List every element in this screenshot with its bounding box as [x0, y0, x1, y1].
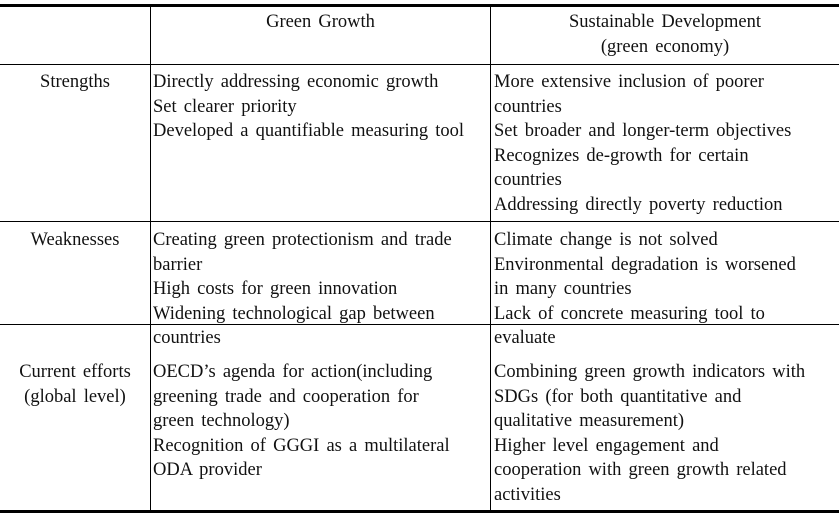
cell-line: Environmental degradation is worsened	[494, 254, 796, 275]
cell-line: qualitative measurement)	[494, 411, 684, 432]
cell-line: evaluate	[494, 328, 556, 349]
row-label-current-efforts: Current efforts (global level)	[0, 360, 150, 409]
row-divider	[0, 324, 839, 325]
cell-line: Directly addressing economic growth	[153, 72, 439, 92]
cell-line: Recognizes de-growth for certain	[494, 145, 749, 166]
row-label: Strengths	[40, 72, 110, 92]
cell-line: Recognition of GGGI as a multilateral	[153, 435, 450, 456]
table-bottom-border	[0, 510, 839, 513]
cell-line: cooperation with green growth related	[494, 460, 787, 481]
cell-line: SDGs (for both quantitative and	[494, 386, 742, 407]
strengths-green-growth: Directly addressing economic growth Set …	[153, 70, 464, 144]
cell-line: OECD’s agenda for action(including	[153, 362, 433, 382]
column-divider	[150, 6, 151, 511]
cell-line: Higher level engagement and	[494, 435, 719, 456]
row-label-strengths: Strengths	[0, 70, 150, 95]
row-divider	[0, 221, 839, 222]
current-efforts-green-growth: OECD’s agenda for action(including green…	[153, 360, 450, 483]
cell-line: High costs for green innovation	[153, 279, 398, 300]
header-text: Sustainable Development	[568, 12, 762, 32]
header-divider	[0, 64, 839, 65]
cell-line: countries	[153, 328, 221, 349]
cell-line: Combining green growth indicators with	[494, 362, 806, 382]
strengths-sustainable-development: More extensive inclusion of poorer count…	[494, 70, 791, 218]
row-label: Current efforts	[19, 362, 131, 382]
row-label-weaknesses: Weaknesses	[0, 228, 150, 253]
cell-line: activities	[494, 484, 561, 505]
weaknesses-green-growth: Creating green protectionism and trade b…	[153, 228, 452, 351]
cell-line: Climate change is not solved	[494, 230, 718, 250]
cell-line: ODA provider	[153, 460, 262, 481]
table-top-border	[0, 4, 839, 7]
column-divider	[490, 6, 491, 511]
cell-line: countries	[494, 96, 562, 117]
cell-line: Set broader and longer-term objectives	[494, 121, 792, 142]
cell-line: Set clearer priority	[153, 96, 297, 117]
header-green-growth: Green Growth	[151, 10, 490, 35]
cell-line: Creating green protectionism and trade	[153, 230, 452, 250]
cell-line: in many countries	[494, 279, 632, 300]
weaknesses-sustainable-development: Climate change is not solved Environment…	[494, 228, 796, 351]
header-text: Green Growth	[266, 12, 375, 32]
cell-line: Addressing directly poverty reduction	[494, 194, 783, 215]
current-efforts-sustainable-development: Combining green growth indicators with S…	[494, 360, 805, 508]
cell-line: barrier	[153, 254, 203, 275]
header-sustainable-development: Sustainable Development (green economy)	[491, 10, 839, 59]
cell-line: green technology)	[153, 411, 290, 432]
cell-line: More extensive inclusion of poorer	[494, 72, 764, 92]
cell-line: Developed a quantifiable measuring tool	[153, 121, 465, 142]
cell-line: countries	[494, 170, 562, 191]
cell-line: Widening technological gap between	[153, 303, 435, 324]
header-text: (green economy)	[600, 36, 730, 57]
row-label: (global level)	[24, 386, 126, 407]
cell-line: greening trade and cooperation for	[153, 386, 419, 407]
cell-line: Lack of concrete measuring tool to	[494, 303, 765, 324]
row-label: Weaknesses	[30, 230, 120, 250]
